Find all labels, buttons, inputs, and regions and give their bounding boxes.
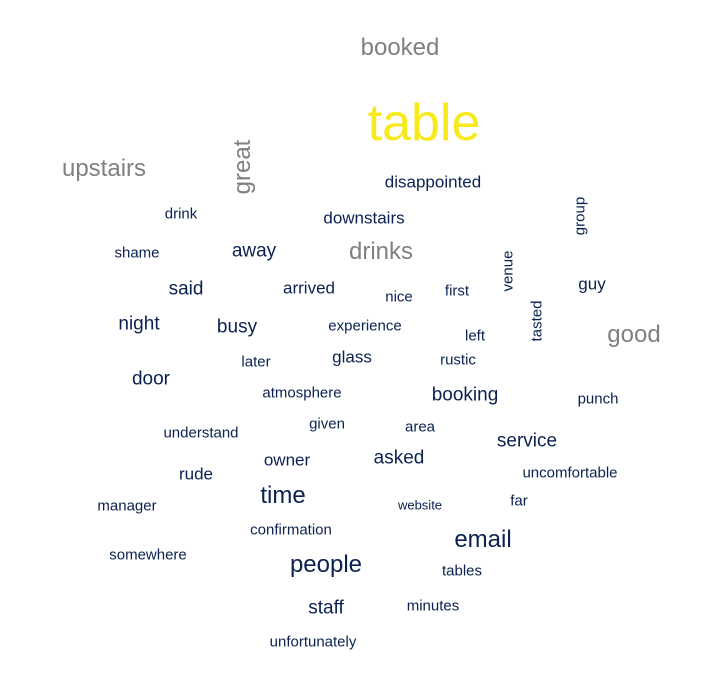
word-email: email xyxy=(454,526,512,553)
word-nice: nice xyxy=(385,288,413,306)
word-drink: drink xyxy=(164,205,198,223)
word-arrived: arrived xyxy=(283,278,335,298)
word-rude: rude xyxy=(178,464,214,484)
word-first: first xyxy=(444,282,470,300)
word-tasted: tasted xyxy=(528,300,546,342)
word-understand: understand xyxy=(163,424,239,442)
word-asked: asked xyxy=(373,447,425,469)
word-said: said xyxy=(168,278,204,300)
word-unfortunately: unfortunately xyxy=(269,633,357,651)
word-somewhere: somewhere xyxy=(109,546,187,564)
word-people: people xyxy=(289,551,363,578)
word-door: door xyxy=(131,368,171,390)
word-glass: glass xyxy=(332,347,372,367)
word-far: far xyxy=(510,492,528,510)
word-given: given xyxy=(309,415,345,433)
word-drinks: drinks xyxy=(348,238,414,265)
word-service: service xyxy=(496,430,558,452)
word-atmosphere: atmosphere xyxy=(262,384,342,402)
word-owner: owner xyxy=(263,450,311,470)
word-manager: manager xyxy=(97,497,157,515)
word-great: great xyxy=(229,139,256,195)
word-punch: punch xyxy=(577,390,619,408)
word-website: website xyxy=(397,497,443,513)
word-disappointed: disappointed xyxy=(384,172,482,192)
word-shame: shame xyxy=(114,244,160,262)
word-night: night xyxy=(118,313,160,335)
word-booking: booking xyxy=(431,384,499,406)
word-busy: busy xyxy=(216,316,258,338)
word-good: good xyxy=(607,321,661,348)
word-minutes: minutes xyxy=(406,597,460,615)
word-left: left xyxy=(464,327,486,345)
word-area: area xyxy=(404,418,436,436)
word-uncomfortable: uncomfortable xyxy=(522,464,618,482)
word-time: time xyxy=(260,482,306,509)
word-table: table xyxy=(367,94,481,152)
word-staff: staff xyxy=(308,597,344,619)
word-group: group xyxy=(571,196,589,236)
word-upstairs: upstairs xyxy=(61,155,147,182)
word-away: away xyxy=(231,240,277,262)
word-later: later xyxy=(241,353,271,371)
word-tables: tables xyxy=(441,562,483,580)
word-guy: guy xyxy=(578,274,606,294)
word-venue: venue xyxy=(499,250,517,292)
word-downstairs: downstairs xyxy=(323,208,405,228)
word-experience: experience xyxy=(328,317,402,335)
word-rustic: rustic xyxy=(440,351,476,369)
word-confirmation: confirmation xyxy=(250,521,332,539)
word-booked: booked xyxy=(360,34,440,61)
